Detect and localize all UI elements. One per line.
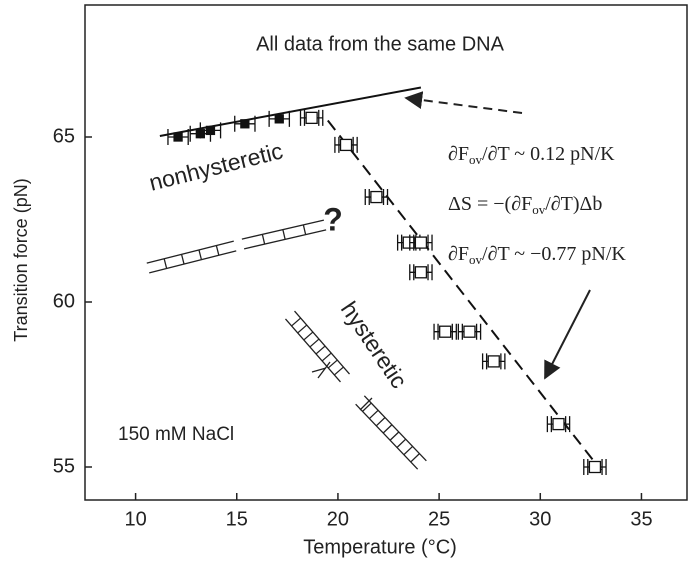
x-tick-label: 30 bbox=[529, 508, 551, 530]
dna-ladder bbox=[146, 240, 237, 274]
y-axis-label: Transition force (pN) bbox=[11, 178, 31, 341]
decorations bbox=[146, 91, 591, 470]
point bbox=[588, 460, 602, 474]
question-mark: ? bbox=[323, 201, 343, 237]
nonhysteretic-label: nonhysteretic bbox=[146, 137, 285, 195]
point bbox=[339, 138, 353, 152]
point bbox=[274, 114, 284, 124]
equation: ΔS = −(∂Fov/∂T)Δb bbox=[448, 193, 602, 217]
x-tick-label: 35 bbox=[630, 508, 652, 530]
hysteretic-label: hysteretic bbox=[336, 297, 413, 393]
equation: ∂Fov/∂T ~ 0.12 pN/K bbox=[448, 143, 615, 167]
equation-part: /∂T ~ 0.12 pN/K bbox=[482, 143, 615, 165]
x-axis-label: Temperature (°C) bbox=[303, 536, 457, 558]
arrow bbox=[404, 91, 523, 114]
dna-ladder bbox=[355, 395, 427, 470]
dna-ladder bbox=[241, 219, 327, 250]
salt-label: 150 mM NaCl bbox=[118, 424, 234, 445]
equation-part: ov bbox=[532, 202, 546, 217]
equation-part: /∂T)Δb bbox=[545, 193, 602, 215]
point bbox=[439, 325, 452, 338]
x-tick-label: 20 bbox=[327, 508, 349, 530]
y-tick-label: 65 bbox=[53, 125, 75, 147]
point bbox=[552, 417, 565, 431]
point bbox=[463, 325, 476, 338]
point bbox=[305, 111, 318, 125]
x-tick-label: 10 bbox=[124, 508, 146, 530]
equations: ∂Fov/∂T ~ 0.12 pN/KΔS = −(∂Fov/∂T)Δb∂Fov… bbox=[448, 143, 626, 267]
point bbox=[240, 119, 250, 129]
point bbox=[205, 125, 216, 136]
point bbox=[487, 355, 500, 368]
equation-part: ov bbox=[469, 252, 483, 267]
point bbox=[414, 236, 428, 249]
point bbox=[370, 190, 383, 204]
plot-frame bbox=[84, 4, 688, 501]
fit-line bbox=[327, 119, 602, 471]
y-tick-label: 55 bbox=[53, 455, 75, 477]
equation-part: ∂F bbox=[448, 243, 469, 265]
fit-line bbox=[159, 86, 422, 137]
equation-part: /∂T ~ −0.77 pN/K bbox=[482, 243, 626, 265]
point bbox=[414, 266, 428, 279]
arrow bbox=[544, 289, 591, 380]
dna-ladder bbox=[284, 310, 351, 383]
equation-part: ∂F bbox=[448, 143, 469, 165]
y-tick-label: 60 bbox=[53, 290, 75, 312]
dna-fray bbox=[311, 361, 373, 411]
chart-title: All data from the same DNA bbox=[256, 33, 505, 55]
equation-part: ΔS = −(∂F bbox=[448, 193, 532, 215]
x-tick-label: 15 bbox=[226, 508, 248, 530]
point bbox=[173, 132, 183, 142]
x-tick-label: 25 bbox=[428, 508, 450, 530]
equation-part: ov bbox=[469, 152, 483, 167]
equation: ∂Fov/∂T ~ −0.77 pN/K bbox=[448, 243, 626, 267]
